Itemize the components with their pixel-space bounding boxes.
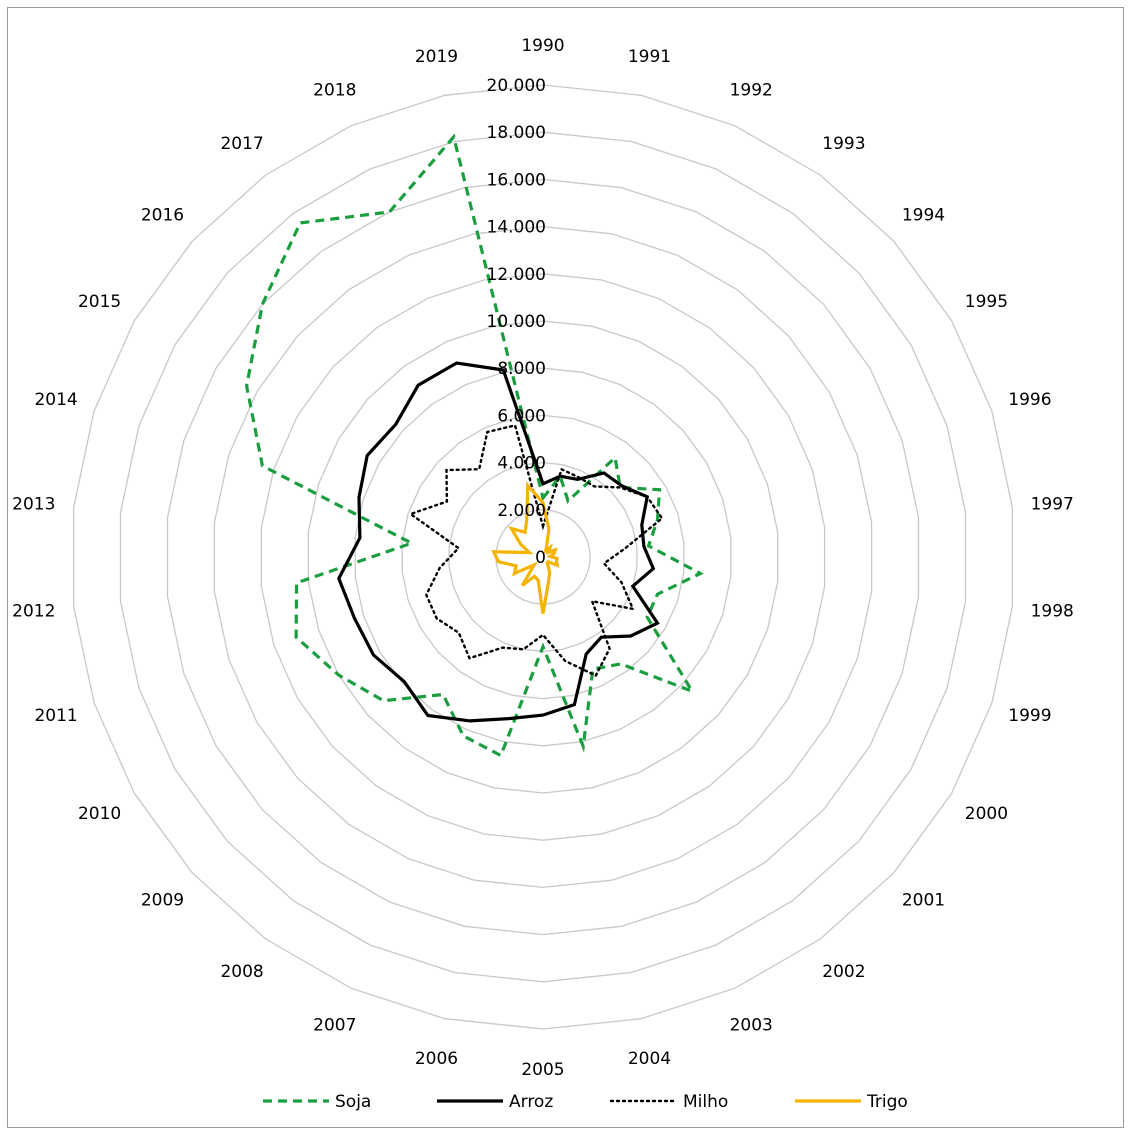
category-label: 2005 [521,1060,564,1080]
category-label: 2014 [34,390,77,410]
grid-ring [354,367,732,747]
radial-tick-label: 18.000 [487,123,546,143]
radial-tick-label: 0 [535,548,546,568]
radial-tick-label: 10.000 [487,312,546,332]
radar-series [244,133,704,758]
category-label: 2015 [78,292,121,312]
legend-label-trigo: Trigo [866,1092,908,1112]
category-label: 1990 [521,36,564,56]
grid-ring [119,131,967,983]
radial-tick-label: 16.000 [487,170,546,190]
category-label: 1998 [1031,602,1074,622]
series-milho [408,423,664,678]
radial-tick-label: 12.000 [487,265,546,285]
category-label: 2008 [220,962,263,982]
radial-tick-label: 14.000 [487,218,546,238]
legend: Soja Arroz Milho Trigo [263,1092,908,1112]
category-label: 1991 [628,47,671,67]
category-label: 2004 [628,1049,671,1069]
category-label: 2002 [822,962,865,982]
grid-ring [401,414,685,700]
grid-ring [448,461,638,653]
category-label: 2010 [78,804,121,824]
category-label: 2011 [34,706,77,726]
category-label: 2012 [12,602,55,622]
radial-tick-label: 6.000 [497,406,546,426]
category-label: 1996 [1008,390,1051,410]
grid-ring [213,225,873,889]
radial-tick-label: 2.000 [497,501,546,521]
legend-label-arroz: Arroz [509,1092,553,1112]
category-label: 2016 [141,205,184,225]
category-label: 2013 [12,495,55,515]
category-label: 2003 [730,1016,773,1036]
category-label: 2019 [415,47,458,67]
series-soja [244,133,704,758]
grid-ring [307,320,779,794]
category-label: 1999 [1008,706,1051,726]
legend-label-milho: Milho [683,1092,728,1112]
category-label: 2009 [141,891,184,911]
category-label: 2017 [220,134,263,154]
grid-ring [260,273,826,841]
legend-label-soja: Soja [335,1092,371,1112]
radial-tick-label: 8.000 [497,359,546,379]
category-label: 1994 [902,205,945,225]
category-label: 1993 [822,134,865,154]
category-label: 1995 [965,292,1008,312]
radial-tick-label: 20.000 [487,76,546,96]
series-trigo [491,481,560,614]
category-label: 2001 [902,891,945,911]
radar-grid [72,84,1014,1030]
category-labels: 1990 1991 1992 1993 1994 1995 1996 1997 1998 1999… [12,36,1074,1080]
grid-ring [72,84,1014,1030]
category-label: 2007 [313,1016,356,1036]
radial-tick-labels: 0 2.000 4.000 6.000 8.000 10.000 12.000 14.000 1… [487,76,546,568]
category-label: 2018 [313,80,356,100]
chart-frame [7,7,1124,1128]
grid-ring [166,178,920,936]
category-label: 1992 [730,80,773,100]
category-label: 1997 [1031,495,1074,515]
radial-tick-label: 4.000 [497,454,546,474]
category-label: 2006 [415,1049,458,1069]
category-label: 2000 [965,804,1008,824]
